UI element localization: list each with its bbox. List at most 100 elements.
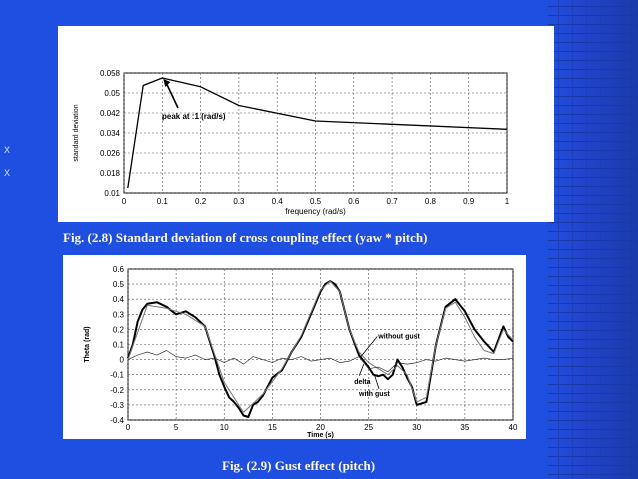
annotation-delta: delta (354, 379, 370, 386)
decorative-band (548, 438, 638, 439)
decorative-band (548, 24, 638, 25)
decorative-band (548, 429, 638, 430)
caption-fig-2-8: Fig. (2.8) Standard deviation of cross c… (63, 230, 428, 245)
annotation-arrowhead (163, 79, 171, 87)
decorative-band (548, 213, 638, 214)
y-tick-label: 0.058 (100, 69, 121, 78)
y-axis-label: standard deviation (73, 104, 80, 161)
decorative-band (548, 222, 638, 223)
y-tick-label: 0.026 (100, 149, 121, 158)
x-tick-label: 10 (220, 423, 229, 432)
annotation-peak: peak at :1 (rad/s) (162, 112, 226, 121)
decorative-band (548, 456, 638, 457)
annotation-with-gust: with gust (358, 391, 390, 398)
x-tick-label: 35 (460, 423, 469, 432)
side-marker-1: X (4, 145, 11, 155)
decorative-band (548, 240, 638, 241)
x-tick-label: 1 (505, 197, 510, 206)
decorative-band (548, 6, 638, 7)
x-tick-label: 30 (412, 423, 421, 432)
y-tick-label: 0.1 (113, 341, 125, 350)
decorative-band (548, 87, 638, 88)
decorative-band (548, 114, 638, 115)
y-axis-label: Theta (rad) (84, 326, 91, 362)
chart-std-deviation-panel: 0 0.1 0.2 0.3 0.4 0.5 0.6 0.7 0.8 0.9 1 0.01 0.018 0.… (58, 26, 554, 222)
x-tick-label: 0.4 (272, 197, 284, 206)
decorative-band (548, 177, 638, 178)
decorative-band (548, 321, 638, 322)
decorative-band (548, 123, 638, 124)
decorative-band (548, 195, 638, 196)
y-tick-label: 0.2 (113, 325, 125, 334)
decorative-band (548, 339, 638, 340)
x-axis-label: Time (s) (307, 432, 334, 439)
chart-std-deviation: 0 0.1 0.2 0.3 0.4 0.5 0.6 0.7 0.8 0.9 1 0.01 0.018 0.… (73, 69, 510, 216)
series-line-2 (127, 280, 514, 413)
decorative-line (586, 0, 587, 479)
decorative-band (548, 96, 638, 97)
decorative-line (600, 0, 601, 479)
decorative-band (548, 330, 638, 331)
y-tick-label: 0.042 (100, 109, 121, 118)
y-tick-label: 0.6 (113, 265, 125, 274)
decorative-band (548, 393, 638, 394)
annotation-arrow-without-gust (360, 336, 378, 357)
annotation-arrow-with-gust (374, 374, 380, 389)
decorative-band (548, 420, 638, 421)
decorative-band (548, 159, 638, 160)
x-tick-label: 40 (509, 423, 518, 432)
side-marker-2: X (4, 168, 11, 178)
decorative-band (548, 105, 638, 106)
x-tick-label: 0.2 (195, 197, 207, 206)
decorative-band (548, 276, 638, 277)
decorative-band (548, 69, 638, 70)
decorative-band (548, 267, 638, 268)
decorative-line (572, 0, 573, 479)
y-tick-label: 0.018 (100, 169, 121, 178)
y-tick-label: -0.2 (110, 386, 124, 395)
decorative-line (628, 0, 629, 479)
x-tick-label: 5 (174, 423, 179, 432)
decorative-band (548, 150, 638, 151)
x-tick-label: 0.9 (463, 197, 475, 206)
decorative-band (548, 303, 638, 304)
decorative-band (548, 384, 638, 385)
decorative-band (548, 294, 638, 295)
caption-fig-2-9: Fig. (2.9) Gust effect (pitch) (222, 458, 376, 473)
decorative-band (548, 168, 638, 169)
x-tick-label: 20 (316, 423, 325, 432)
decorative-band (548, 447, 638, 448)
decorative-band (548, 231, 638, 232)
decorative-band (548, 258, 638, 259)
annotation-arrow (164, 80, 179, 109)
x-axis-label: frequency (rad/s) (285, 207, 346, 216)
decorative-band (548, 51, 638, 52)
decorative-band (548, 60, 638, 61)
y-tick-label: 0.034 (100, 129, 121, 138)
y-tick-label: 0 (120, 356, 125, 365)
y-tick-label: -0.3 (110, 401, 124, 410)
decorative-band (548, 285, 638, 286)
decorative-line (614, 0, 615, 479)
x-tick-label: 0 (126, 423, 131, 432)
y-tick-label: -0.4 (110, 416, 124, 425)
decorative-band (548, 411, 638, 412)
decorative-band (548, 474, 638, 475)
decorative-band (548, 15, 638, 16)
y-tick-label: 0.01 (104, 189, 120, 198)
series-line-1 (127, 77, 508, 189)
decorative-band (548, 249, 638, 250)
x-tick-label: 0.3 (233, 197, 245, 206)
decorative-line (558, 0, 559, 479)
chart-gust-effect: 0 5 10 15 20 25 30 35 40 -0.4 -0.3 -0.2 -0.1 0 0.1 0.2 0… (84, 265, 518, 439)
x-tick-label: 0.6 (348, 197, 360, 206)
decorative-band (548, 141, 638, 142)
x-tick-label: 15 (268, 423, 277, 432)
decorative-band (548, 348, 638, 349)
x-tick-label: 0.7 (387, 197, 399, 206)
x-tick-label: 25 (364, 423, 373, 432)
decorative-band (548, 186, 638, 187)
decorative-band (548, 132, 638, 133)
y-tick-label: 0.3 (113, 310, 125, 319)
x-tick-label: 0.1 (157, 197, 169, 206)
